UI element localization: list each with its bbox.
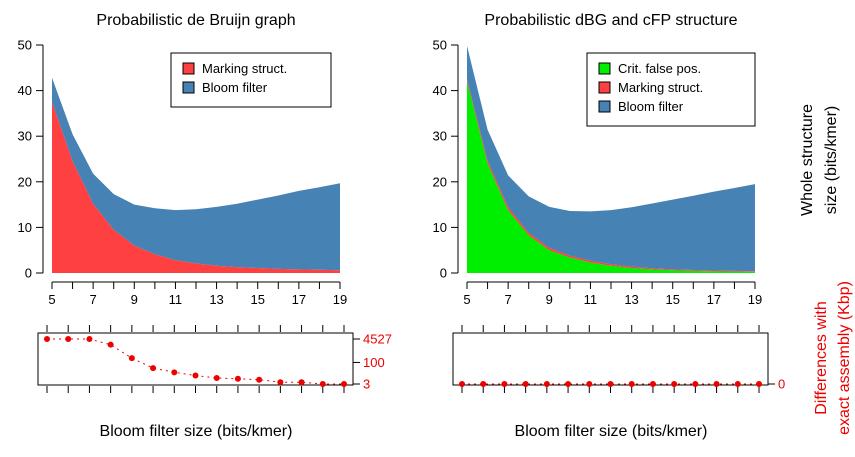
diff-right-point xyxy=(543,381,550,387)
diff-right-point xyxy=(713,381,720,387)
right-y-tick-label: 10 xyxy=(433,220,447,235)
right-x-tick-label: 5 xyxy=(463,292,470,307)
diff-right-point xyxy=(586,381,593,387)
diff-right-point xyxy=(459,381,465,387)
diff-right-point xyxy=(692,381,699,387)
right-y-tick-label: 40 xyxy=(433,83,447,98)
right-y-tick-label: 30 xyxy=(433,129,447,144)
left-x-tick-label: 15 xyxy=(250,292,264,307)
left-legend-swatch xyxy=(182,62,195,75)
right-legend xyxy=(586,52,756,127)
diff-right-point xyxy=(522,381,529,387)
right-y-tick-label: 0 xyxy=(440,266,447,281)
diff-left-point xyxy=(107,341,114,348)
left-x-tick-label: 5 xyxy=(48,292,55,307)
left-x-tick-label: 13 xyxy=(209,292,223,307)
chart-title-left: Probabilistic de Bruijn graph xyxy=(96,12,295,29)
left-legend-swatch xyxy=(182,81,195,94)
left-x-tick-label: 19 xyxy=(333,292,347,307)
right-legend-swatch xyxy=(598,100,611,113)
diff-left-point xyxy=(298,379,305,386)
diff-right-frame xyxy=(452,332,769,386)
right-ylabel-diff-line1: Differences with xyxy=(813,301,830,415)
diff-right-point xyxy=(480,381,487,387)
left-legend xyxy=(170,52,332,108)
diff-right-point xyxy=(501,381,508,387)
right-x-tick-label: 11 xyxy=(584,292,598,307)
diff-left-point xyxy=(319,381,326,387)
right-y-tick-label: 20 xyxy=(433,174,447,189)
diff-right-point xyxy=(628,381,635,387)
left-x-tick-label: 7 xyxy=(90,292,97,307)
diff-left-point xyxy=(192,372,199,379)
diff-right-point xyxy=(607,381,614,387)
diff-right-point xyxy=(565,381,572,387)
diff-left-point xyxy=(86,336,93,342)
left-series-0-area xyxy=(52,102,340,273)
right-x-tick-label: 15 xyxy=(665,292,679,307)
left-y-tick-label: 40 xyxy=(18,83,32,98)
right-x-tick-label: 19 xyxy=(748,292,762,307)
right-legend-swatch xyxy=(598,81,611,94)
diff-left-point xyxy=(128,355,135,362)
diff-left-y-tick-label: 4527 xyxy=(363,332,392,347)
left-x-tick-label: 11 xyxy=(169,292,183,307)
plot-left-area: 0 10 20 30 40 50 5 7 9 11 13 15 17 19 Marking struct. B… xyxy=(18,38,348,308)
x-axis-label-left: Bloom filter size (bits/kmer) xyxy=(100,423,293,440)
diff-left-point xyxy=(171,369,178,376)
plot-right-differences: 0 xyxy=(452,325,785,393)
x-axis-label-right: Bloom filter size (bits/kmer) xyxy=(515,423,708,440)
left-y-tick-label: 30 xyxy=(18,129,32,144)
diff-left-point xyxy=(234,375,241,382)
left-y-tick-label: 10 xyxy=(18,220,32,235)
right-legend-swatch xyxy=(598,62,611,75)
left-legend-label: Bloom filter xyxy=(202,80,268,95)
chart-title-right: Probabilistic dBG and cFP structure xyxy=(484,12,737,29)
right-ylabel-line1: Whole structure xyxy=(799,104,816,216)
left-y-tick-label: 0 xyxy=(25,266,32,281)
left-legend-label: Marking struct. xyxy=(202,61,287,76)
right-y-tick-label: 50 xyxy=(433,38,447,53)
diff-left-frame xyxy=(37,332,354,386)
diff-left-point xyxy=(44,336,50,342)
right-x-tick-label: 13 xyxy=(624,292,638,307)
right-x-tick-label: 9 xyxy=(546,292,553,307)
diff-left-point xyxy=(256,376,263,383)
diff-right-point xyxy=(756,381,762,387)
diff-left-y-tick-label: 100 xyxy=(363,355,385,370)
diff-left-point xyxy=(341,381,347,387)
left-x-tick-label: 17 xyxy=(292,292,306,307)
right-legend-label: Crit. false pos. xyxy=(618,61,701,76)
right-series-0-area xyxy=(467,81,755,273)
diff-left-point xyxy=(65,336,72,342)
diff-left-point xyxy=(277,379,284,386)
right-ylabel-diff-line2: exact assembly (Kbp) xyxy=(836,281,853,435)
plot-right-area: 0 10 20 30 40 50 5 7 9 11 13 15 17 19 Crit. false pos.… xyxy=(433,38,763,308)
plot-left-differences: 3 100 4527 xyxy=(37,325,392,393)
right-legend-label: Marking struct. xyxy=(618,80,703,95)
diff-right-point xyxy=(734,381,741,387)
right-x-tick-label: 7 xyxy=(505,292,512,307)
left-y-tick-label: 20 xyxy=(18,174,32,189)
right-x-tick-label: 17 xyxy=(707,292,721,307)
right-ylabel-line2: size (bits/kmer) xyxy=(823,106,840,214)
left-x-tick-label: 9 xyxy=(131,292,138,307)
diff-left-point xyxy=(150,365,157,372)
left-series-1-area xyxy=(52,77,340,271)
diff-left-y-tick-label: 3 xyxy=(363,377,370,392)
diff-right-point xyxy=(649,381,656,387)
diff-right-y-tick-label: 0 xyxy=(778,377,785,392)
left-y-tick-label: 50 xyxy=(18,38,32,53)
diff-right-point xyxy=(671,381,678,387)
diff-left-point xyxy=(213,374,220,381)
right-legend-label: Bloom filter xyxy=(618,99,684,114)
right-series-2-area xyxy=(467,45,755,272)
